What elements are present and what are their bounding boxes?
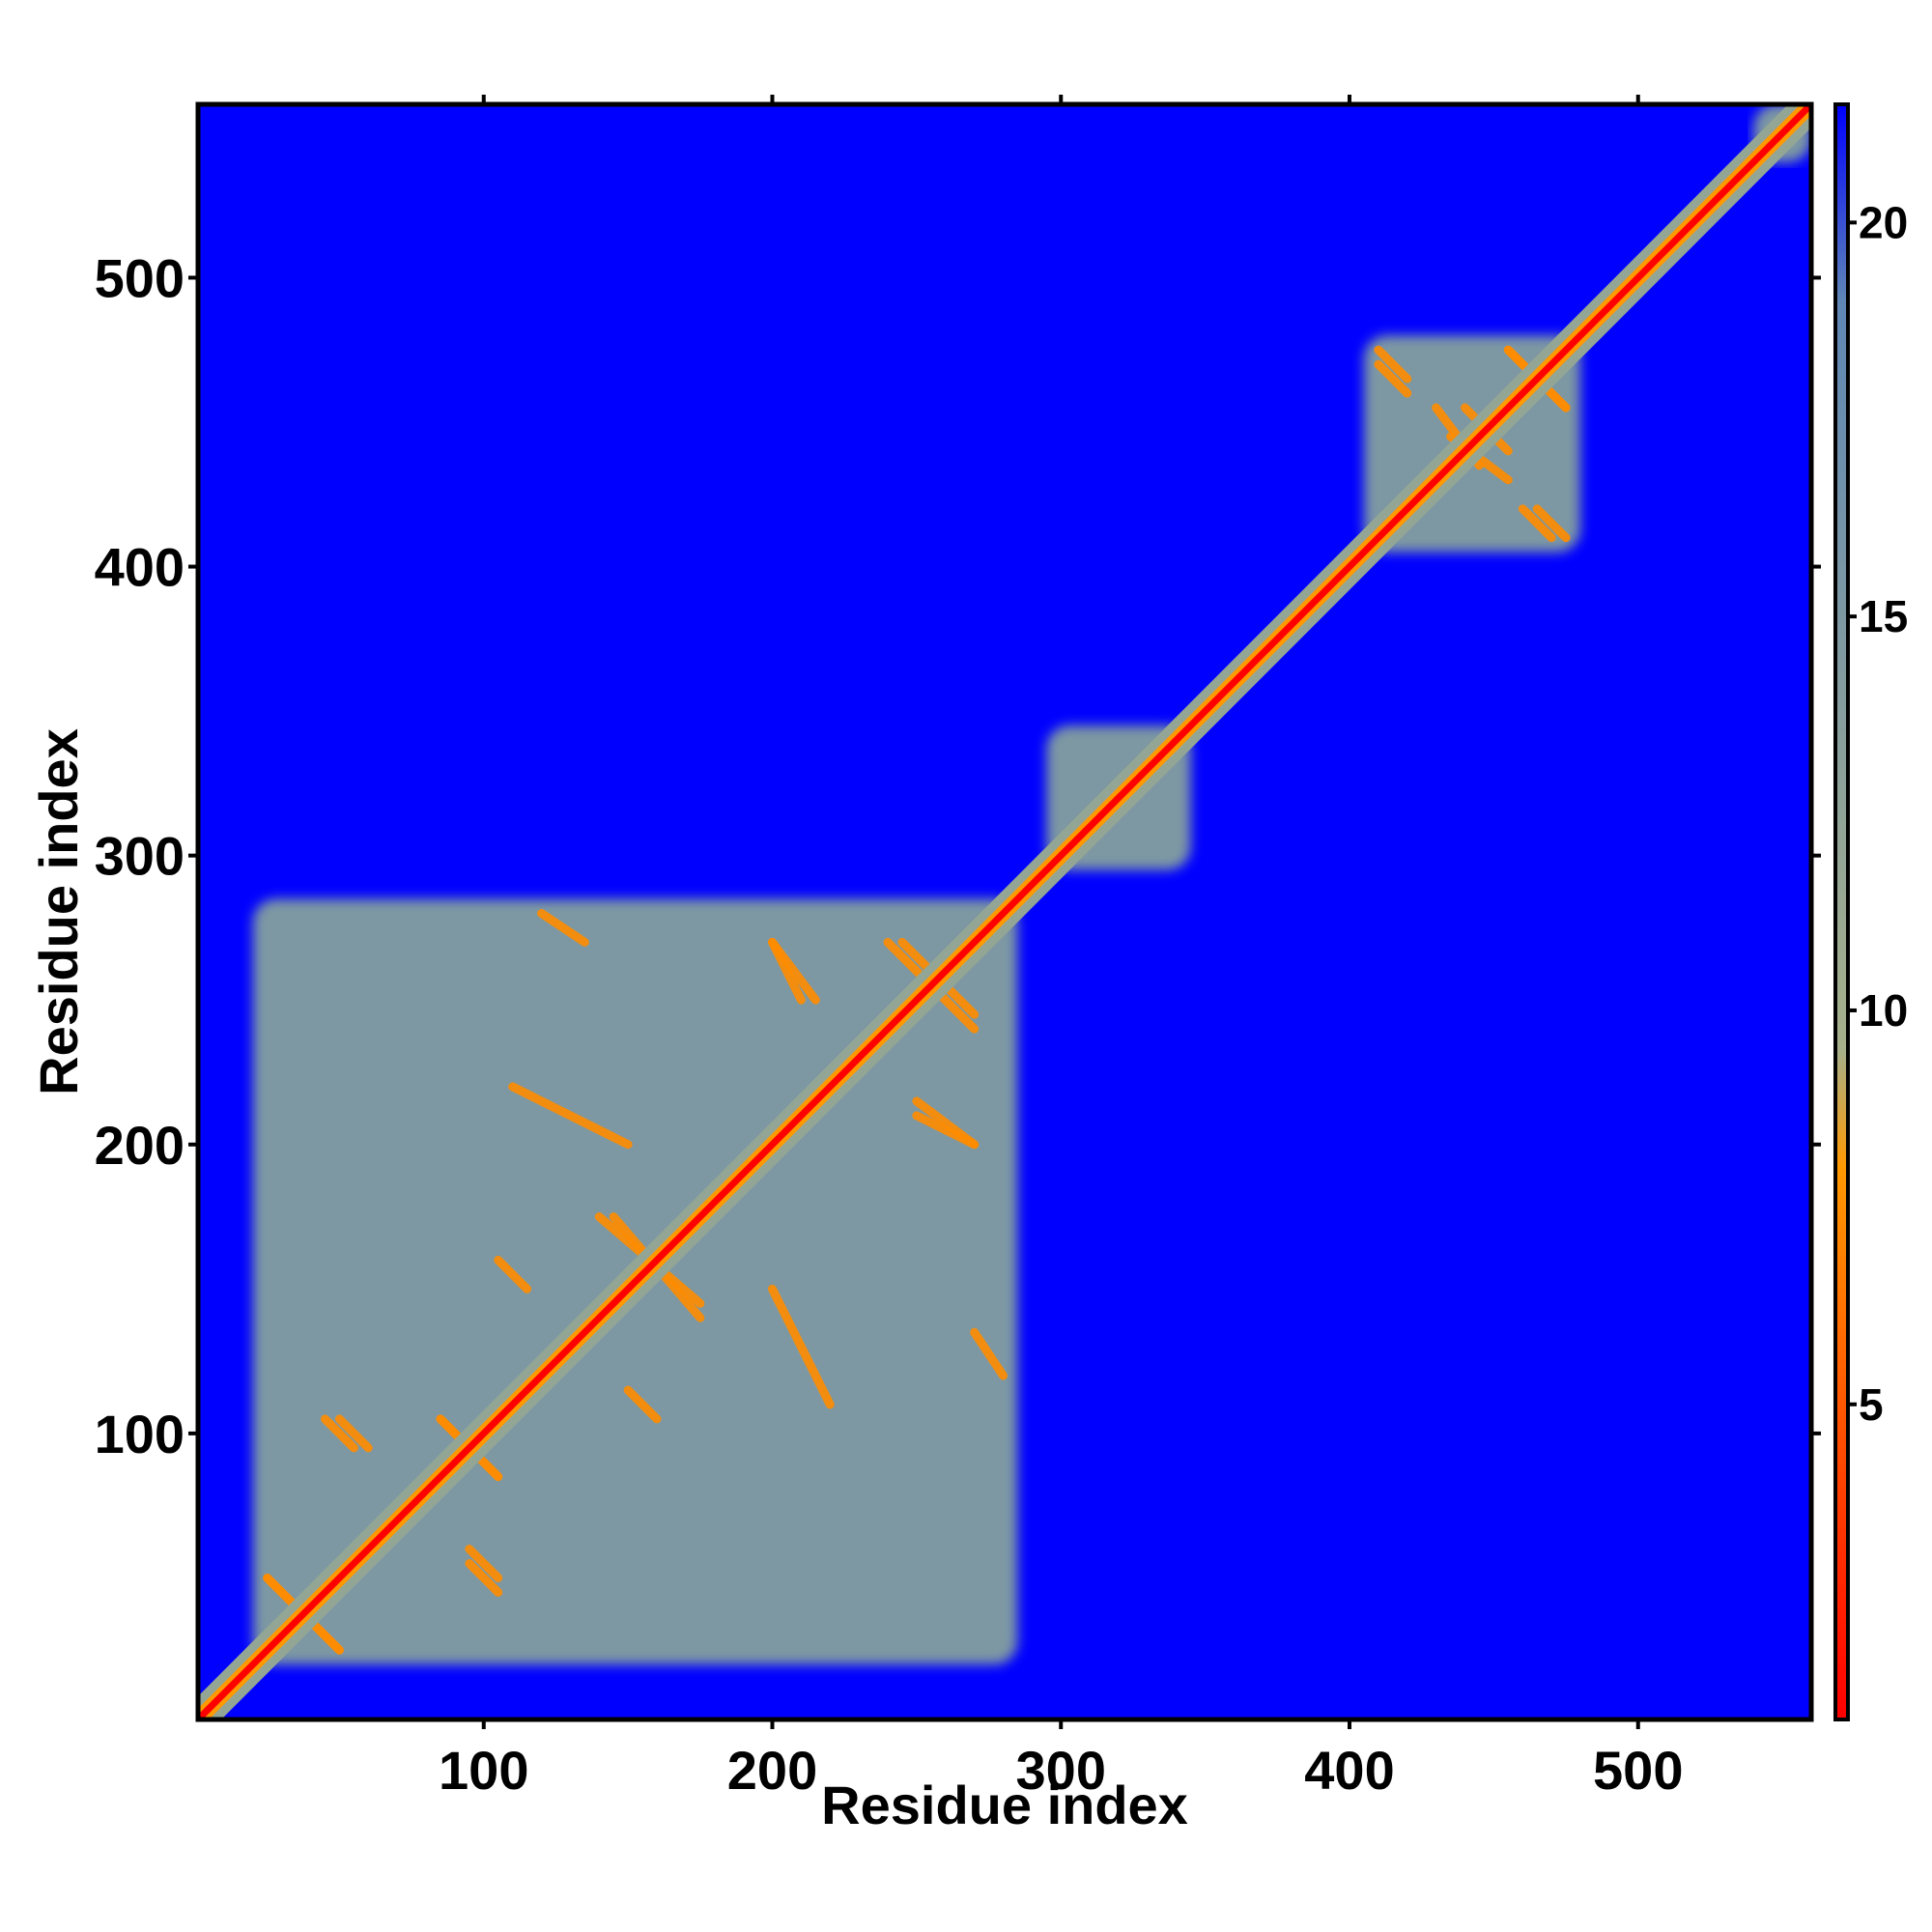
contact-line-7-mirror: [494, 1255, 532, 1293]
y-tick-label: 100: [95, 1404, 185, 1464]
y-axis-title: Residue index: [28, 728, 89, 1095]
y-tick-label: 200: [95, 1115, 185, 1176]
colorbar-frame: [1833, 102, 1850, 1721]
contact-line-11-mirror: [970, 1327, 1009, 1380]
contact-line-12: [912, 1111, 980, 1150]
contact-line-2-mirror: [465, 1558, 503, 1597]
x-tick-label: 100: [439, 1740, 528, 1801]
contact-line-12-mirror: [768, 937, 806, 1005]
contact-line-3: [465, 1545, 503, 1582]
x-tick-label: 300: [1016, 1740, 1106, 1801]
x-axis-ticks: 100 200 300 400 500: [439, 95, 1683, 1801]
y-tick-label: 500: [95, 247, 185, 308]
x-tick-label: 400: [1304, 1740, 1394, 1801]
contact-line-17-mirror: [1374, 359, 1412, 398]
contact-line-3-mirror: [334, 1414, 373, 1453]
x-axis-title: Residue index: [821, 1775, 1188, 1835]
contact-line-17: [1518, 504, 1556, 543]
colorbar-gradient: [1835, 104, 1848, 1719]
contact-line-5-mirror: [768, 1284, 835, 1409]
contact-line-13-mirror: [1532, 504, 1571, 543]
plot-frame: [195, 101, 1814, 1722]
diagonal-layer: [198, 104, 1811, 1719]
x-tick-label: 200: [727, 1740, 817, 1801]
contact-line-2: [320, 1414, 358, 1453]
y-tick-label: 400: [95, 537, 185, 598]
contact-line-13: [1374, 345, 1412, 384]
contact-line-11: [537, 908, 589, 947]
colorbar-tick-label: 15: [1859, 591, 1908, 641]
y-tick-label: 300: [95, 826, 185, 887]
colorbar: 5 10 15 20: [1833, 102, 1908, 1721]
diagonal-line: [198, 104, 1811, 1719]
colorbar-tick-label: 10: [1859, 985, 1908, 1036]
y-axis-ticks: 100 200 300 400 500: [95, 247, 1821, 1464]
heatmap-plot: [195, 101, 1814, 1722]
contact-line-7: [623, 1385, 662, 1424]
colorbar-ticks: 5 10 15 20: [1848, 197, 1908, 1430]
colorbar-tick-label: 5: [1859, 1379, 1884, 1430]
colorbar-tick-label: 20: [1859, 197, 1908, 247]
contact-line-5: [508, 1082, 633, 1150]
x-tick-label: 500: [1593, 1740, 1683, 1801]
